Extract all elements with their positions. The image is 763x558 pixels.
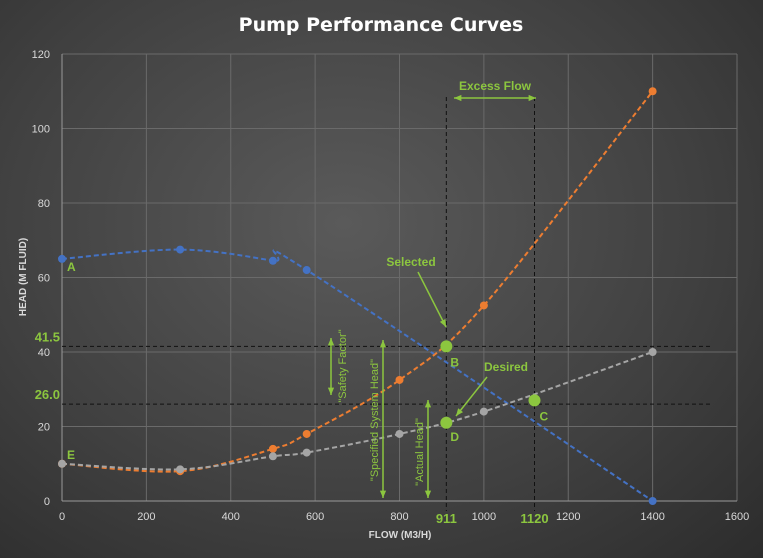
x-tick-label: 1600 xyxy=(725,511,749,523)
data-point xyxy=(58,254,66,263)
data-point xyxy=(302,266,311,275)
y-tick-label: 120 xyxy=(32,49,50,61)
x-tick-label: 600 xyxy=(306,511,324,523)
point-label: C xyxy=(540,409,549,423)
specified-system-head-arrow-head xyxy=(379,340,387,348)
x-tick-label: 1000 xyxy=(472,511,496,523)
data-point xyxy=(176,245,185,254)
point-label: D xyxy=(450,430,459,444)
data-point xyxy=(395,375,404,384)
y-tick-label: 40 xyxy=(38,347,50,359)
data-point xyxy=(268,452,277,461)
reference-value-label: 41.5 xyxy=(35,329,60,344)
data-point xyxy=(176,465,185,474)
y-tick-label: 20 xyxy=(38,422,50,434)
x-tick-label: 200 xyxy=(137,511,155,523)
annotations: B C D A E Excess Flow Selected Desired "Safety F… xyxy=(67,79,549,498)
y-tick-label: 0 xyxy=(44,496,50,508)
series-lines xyxy=(58,87,657,505)
excess-flow-label: Excess Flow xyxy=(459,79,532,93)
operating-point-C xyxy=(528,394,541,407)
data-point xyxy=(268,256,277,265)
reference-value-label: 1120 xyxy=(520,511,548,526)
data-point xyxy=(302,429,311,438)
x-tick-label: 800 xyxy=(390,511,408,523)
series-line-1 xyxy=(61,90,654,473)
actual-head-arrow-head xyxy=(424,400,432,408)
actual-head-label: "Actual Head" xyxy=(414,418,426,486)
y-tick-labels: 0 20 40 60 80 100 120 xyxy=(32,49,50,508)
x-tick-label: 1200 xyxy=(556,511,580,523)
chart-title: Pump Performance Curves xyxy=(239,14,524,36)
x-tick-label: 400 xyxy=(222,511,240,523)
point-label: B xyxy=(450,355,459,369)
y-tick-label: 60 xyxy=(38,273,50,285)
series-line-2 xyxy=(61,351,653,471)
selected-label: Selected xyxy=(386,255,435,269)
data-point xyxy=(648,87,657,96)
desired-arrow xyxy=(455,376,488,417)
y-tick-label: 100 xyxy=(32,124,50,136)
actual-head-arrow-head xyxy=(424,490,432,498)
x-axis-label: FLOW (M3/H) xyxy=(369,530,432,541)
x-tick-label: 0 xyxy=(59,511,65,523)
data-point xyxy=(268,444,277,453)
reference-value-label: 26.0 xyxy=(35,387,60,402)
data-point xyxy=(395,429,404,438)
data-point xyxy=(302,448,311,457)
data-point xyxy=(648,497,657,505)
specified-system-head-arrow-head xyxy=(379,490,387,498)
data-point xyxy=(479,407,488,416)
desired-label: Desired xyxy=(484,360,528,374)
data-point xyxy=(479,301,488,310)
x-tick-label: 1400 xyxy=(640,511,664,523)
selected-arrow-head xyxy=(439,319,446,327)
reference-lines: 41.5 26.0 911 1120 xyxy=(35,97,713,526)
desired-arrow-head xyxy=(456,408,464,416)
operating-point-D xyxy=(440,416,453,429)
operating-point-B xyxy=(440,340,453,353)
reference-value-label: 911 xyxy=(436,511,457,526)
selected-arrow xyxy=(417,271,447,328)
safety-factor-label: "Safety Factor" xyxy=(337,329,349,402)
specified-system-head-label: "Specified System Head" xyxy=(369,359,381,481)
safety-factor-arrow-head xyxy=(327,338,335,346)
point-label: A xyxy=(67,260,76,274)
safety-factor-arrow-head xyxy=(327,387,335,395)
excess-flow-arrow-head xyxy=(528,94,536,102)
data-point xyxy=(648,348,657,356)
y-axis-label: HEAD (M FLUID) xyxy=(18,238,29,316)
y-tick-label: 80 xyxy=(38,198,50,210)
data-point xyxy=(58,459,66,468)
point-label: E xyxy=(67,448,75,462)
x-tick-labels: 0 200 400 600 800 1000 1200 1400 1600 xyxy=(59,511,749,523)
excess-flow-arrow-head xyxy=(454,94,462,102)
series-line-0 xyxy=(61,248,654,502)
